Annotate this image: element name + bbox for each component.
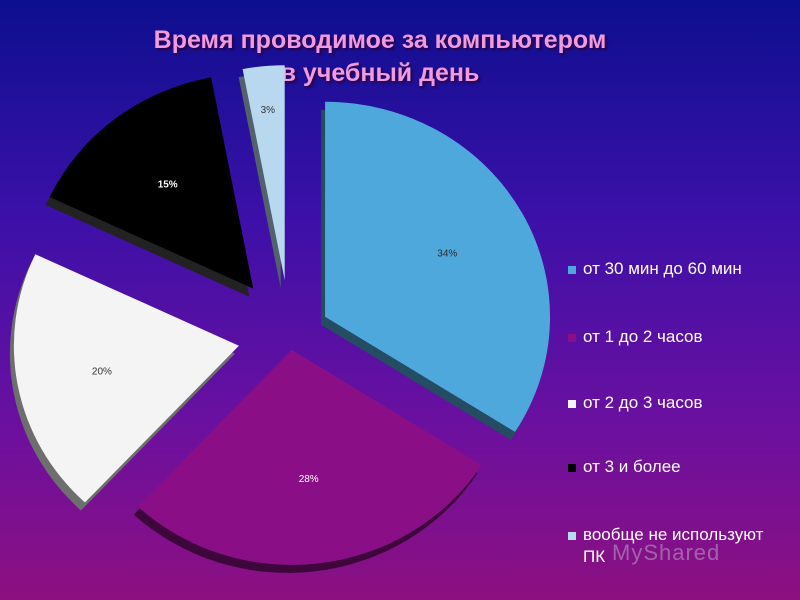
chart-title-line-1: Время проводимое за компьютером (153, 26, 607, 54)
legend-swatch (568, 334, 576, 342)
legend-label: от 30 мин до 60 мин (583, 259, 742, 278)
watermark: MyShared (612, 540, 721, 565)
legend-label: от 2 до 3 часов (583, 393, 703, 412)
legend-swatch (568, 400, 576, 408)
legend-swatch (568, 464, 576, 472)
pie-slice (13, 254, 239, 503)
pie-data-label: 3% (261, 105, 276, 116)
pie-slice (49, 77, 254, 289)
pie-slice (242, 65, 285, 281)
legend-label: вообще не используют ПК (583, 525, 764, 566)
pie-data-label: 28% (299, 474, 319, 485)
legend-swatch (568, 532, 576, 540)
legend-label: от 3 и более (583, 457, 681, 476)
legend-swatch (568, 266, 576, 274)
pie-slice (137, 349, 482, 565)
pie-data-label: 15% (158, 179, 178, 190)
chart-title-line-2: в учебный день (280, 59, 480, 87)
pie-data-label: 34% (437, 249, 457, 260)
chart-title: Время проводимое за компьютером в учебны… (120, 24, 640, 90)
pie-data-label: 20% (92, 367, 112, 378)
pie-slice (325, 101, 551, 432)
legend-label: от 1 до 2 часов (583, 327, 703, 346)
